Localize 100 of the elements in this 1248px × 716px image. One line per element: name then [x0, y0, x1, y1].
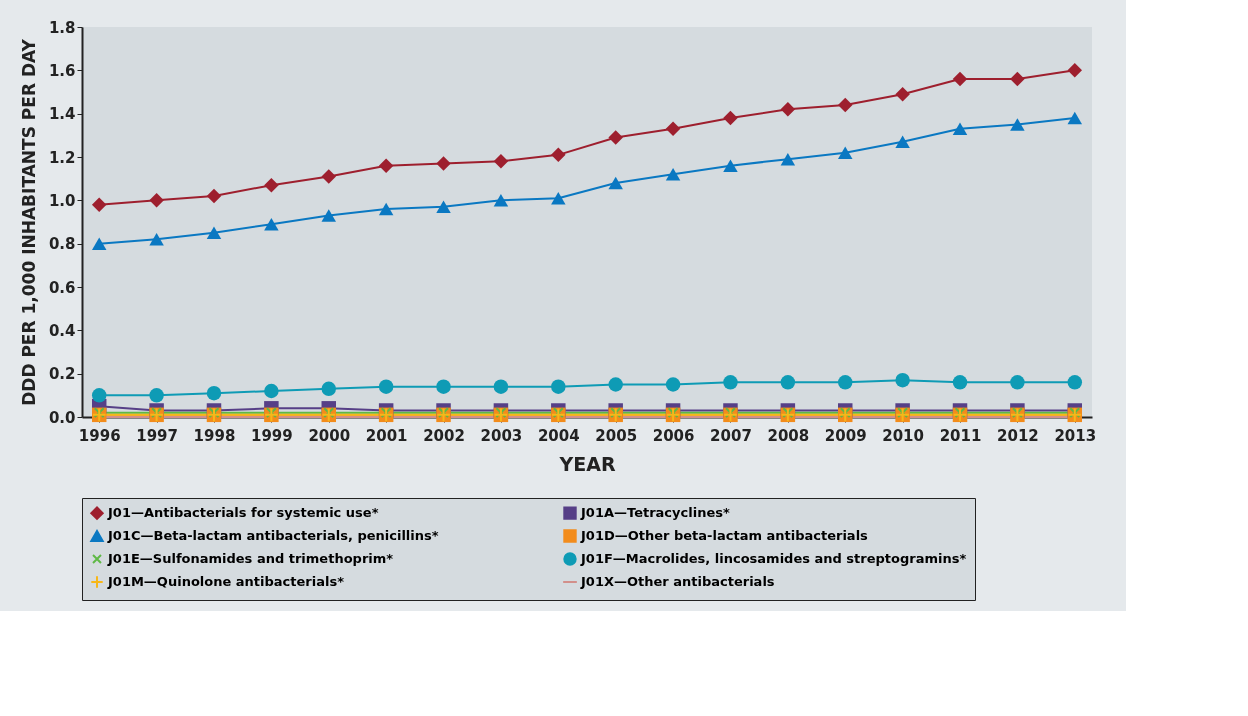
x-tick-label: 2005: [595, 426, 638, 445]
point: [436, 200, 451, 214]
point: [1011, 407, 1023, 419]
point: [954, 407, 966, 419]
y-tick-label: 1.6: [48, 61, 76, 80]
point: [321, 381, 337, 397]
point: [265, 407, 277, 419]
point: [837, 375, 853, 390]
legend-label: J01E—Sulfonamides and trimethoprim*: [107, 551, 394, 566]
point: [93, 407, 105, 419]
point: [780, 102, 796, 117]
legend-label: J01A—Tetracyclines*: [580, 505, 730, 521]
x-tick-label: 2006: [652, 426, 695, 445]
point: [378, 158, 394, 173]
y-tick-label: 1.8: [48, 18, 76, 37]
y-tick-label: 0.4: [48, 321, 76, 340]
point: [206, 188, 222, 204]
point: [608, 130, 623, 145]
point: [780, 375, 796, 390]
x-tick-label: 1997: [136, 426, 178, 445]
point: [493, 154, 509, 169]
y-tick-label: 1.2: [48, 148, 76, 167]
x-tick-label: 2007: [710, 426, 752, 445]
text: 0.0: [48, 408, 76, 427]
x-tick-label: 2012: [997, 426, 1039, 445]
point: [839, 407, 851, 419]
x-tick-label: 2011: [939, 426, 982, 445]
point: [952, 375, 968, 390]
point: [780, 152, 796, 166]
x-tick-label: 2002: [423, 426, 465, 445]
point: [1067, 111, 1083, 125]
point: [438, 407, 449, 419]
x-tick-label: 2010: [882, 426, 924, 445]
x-tick-label: 1998: [193, 426, 236, 445]
point: [837, 97, 853, 113]
point: [436, 156, 451, 171]
x-tick-label: 2013: [1054, 426, 1097, 445]
legend-label: J01M—Quinolone antibacterials*: [107, 574, 345, 589]
legend-label: J01D—Other beta-lactam antibacterials: [580, 528, 869, 543]
point: [149, 233, 164, 246]
x-tick-label: 2004: [537, 426, 580, 445]
x-tick-label: 2001: [365, 426, 408, 445]
point: [1067, 375, 1083, 390]
y-tick-label: 0.8: [48, 235, 76, 254]
point: [151, 407, 163, 419]
legend-label: J01C—Beta-lactam antibacterials, penicillins*: [107, 528, 439, 543]
x-tick-label: 2003: [480, 426, 523, 445]
point: [91, 388, 107, 403]
point: [378, 202, 394, 216]
point: [264, 383, 279, 399]
point: [610, 407, 622, 419]
x-tick-label: 2000: [308, 426, 351, 445]
point: [149, 388, 164, 403]
point: [897, 407, 909, 419]
point: [895, 135, 910, 149]
point: [725, 407, 736, 419]
point: [1010, 375, 1025, 390]
point: [1067, 63, 1083, 78]
legend-label: J01F—Macrolides, lincosamides and streptogramins*: [580, 551, 967, 566]
point: [206, 385, 222, 401]
x-axis-title: YEAR: [558, 452, 616, 475]
point: [608, 176, 623, 190]
legend-label: J01X—Other antibacterials: [580, 574, 775, 589]
point: [667, 407, 679, 419]
point: [551, 147, 566, 163]
point: [665, 168, 681, 181]
point: [264, 217, 279, 231]
point: [665, 377, 681, 392]
point: [378, 379, 394, 394]
y-tick-label: 0.2: [48, 365, 76, 384]
point: [206, 226, 222, 240]
point: [608, 377, 623, 392]
point: [323, 407, 335, 419]
y-axis-title: DDD PER 1,000 INHABITANTS PER DAY: [18, 38, 39, 406]
point: [782, 407, 794, 419]
point: [149, 193, 164, 208]
point: [952, 71, 968, 87]
text: 1.0: [48, 191, 76, 210]
point: [380, 407, 392, 419]
point: [1010, 71, 1025, 87]
point: [264, 177, 279, 193]
point: [321, 209, 337, 222]
legend-label: J01—Antibacterials for systemic use*: [107, 505, 379, 521]
point: [551, 379, 566, 394]
point: [952, 122, 968, 136]
point: [1069, 407, 1081, 419]
point: [91, 197, 107, 212]
point: [495, 407, 507, 419]
point: [321, 169, 337, 184]
point: [723, 159, 738, 172]
point: [837, 146, 853, 159]
point: [208, 407, 220, 419]
point: [895, 86, 910, 102]
point: [91, 237, 107, 250]
x-tick-label: 2008: [767, 426, 810, 445]
point: [493, 379, 509, 394]
point: [895, 372, 910, 388]
point: [493, 194, 509, 207]
point: [665, 121, 681, 137]
x-tick-label: 1999: [251, 426, 293, 445]
